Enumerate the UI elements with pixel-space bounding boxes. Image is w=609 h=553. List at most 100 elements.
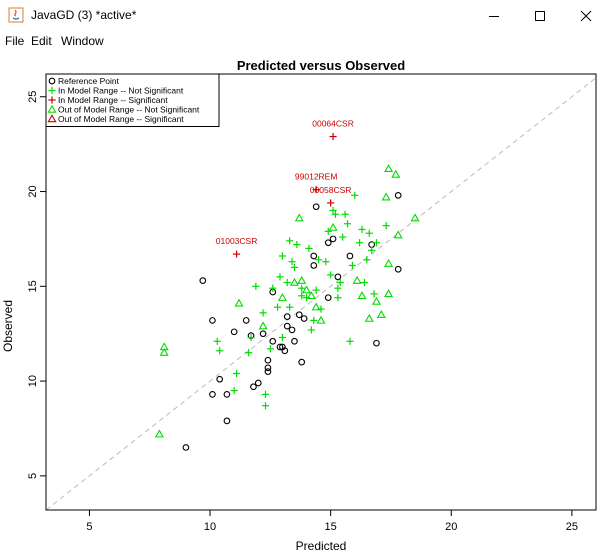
menu-file[interactable]: File [5,34,25,48]
data-point [346,252,354,260]
data-point [327,271,335,279]
data-point [264,356,272,364]
data-point [182,444,190,451]
data-point [250,383,257,391]
data-point [209,391,216,398]
data-point [297,275,307,284]
data-point [230,386,238,395]
data-point [331,210,340,218]
data-point [252,282,260,290]
data-point [328,222,338,231]
x-axis-title: Predicted [296,539,347,553]
data-point [316,315,326,324]
data-point [394,265,402,273]
data-point [223,391,231,398]
data-point [312,286,320,294]
data-point [312,186,320,194]
reference-line [45,77,597,511]
data-point [269,337,277,345]
data-point [286,303,294,311]
data-point [254,379,262,387]
data-point [286,237,294,245]
data-point [278,333,287,342]
data-point [363,256,371,264]
scatter-plot: Predicted versus Observed Predicted Obse… [1,58,597,553]
data-point [298,358,306,366]
data-point [276,343,284,351]
legend-entry: Out of Model Range -- Not Significant [58,105,200,115]
data-point [283,322,291,330]
maximize-icon [535,10,545,21]
data-point [289,277,300,286]
data-point [247,333,255,342]
legend-marker [47,104,57,113]
data-point [306,291,316,300]
window-titlebar[interactable]: JavaGD (3) *active* [0,0,609,31]
data-point [300,315,308,322]
data-point [327,199,335,207]
data-point [310,316,318,325]
data-point [295,311,303,319]
data-point [259,330,267,338]
data-point [339,233,347,241]
data-point [288,258,296,266]
data-point [216,375,224,383]
data-point [293,241,301,249]
y-tick-label: 25 [27,91,39,103]
data-point [365,229,373,237]
data-point [261,390,270,398]
data-point [307,326,315,334]
data-point [381,192,391,201]
maximize-button[interactable] [517,0,563,31]
close-button[interactable] [563,0,609,31]
x-tick-label: 25 [566,521,578,533]
data-point [357,291,367,300]
data-point [364,313,374,322]
y-tick-label: 15 [27,280,39,292]
data-point [288,326,296,334]
data-point [273,303,282,311]
data-point [283,313,291,320]
y-tick-label: 10 [27,375,39,387]
data-point [305,244,313,252]
data-point [376,310,386,318]
legend-entry: Out of Model Range -- Significant [58,114,184,124]
data-point [159,342,169,351]
y-tick-label: 20 [27,185,39,197]
data-point [281,347,289,355]
data-point [352,275,362,284]
data-point [329,206,337,215]
data-point [159,347,169,356]
point-label: 00064CSR [312,119,354,129]
data-point [360,278,369,287]
legend-marker [48,96,56,104]
menu-edit[interactable]: Edit [31,34,52,48]
data-point [154,429,164,438]
data-point [310,252,318,260]
legend-entry: In Model Range -- Significant [58,95,168,105]
data-point [294,213,304,222]
point-label: 99012REM [295,172,338,182]
data-point [324,239,332,247]
data-point [373,339,380,347]
menu-window[interactable]: Window [61,34,104,48]
window-title: JavaGD (3) *active* [31,8,137,22]
data-point [213,337,221,345]
data-point [383,164,394,173]
x-tick-label: 15 [325,521,337,533]
java-app-icon [8,7,24,23]
data-point [351,191,359,199]
data-point [324,227,332,235]
data-point [259,309,267,317]
data-point [382,222,390,230]
data-point [261,402,270,410]
data-point [232,250,241,258]
data-point [310,262,318,269]
menu-bar: File Edit Window [0,31,609,51]
data-point [346,337,354,345]
x-tick-label: 10 [204,521,216,533]
data-point [209,317,216,324]
data-point [266,345,274,353]
minimize-button[interactable] [471,0,517,31]
point-label: 01003CSR [216,236,258,246]
